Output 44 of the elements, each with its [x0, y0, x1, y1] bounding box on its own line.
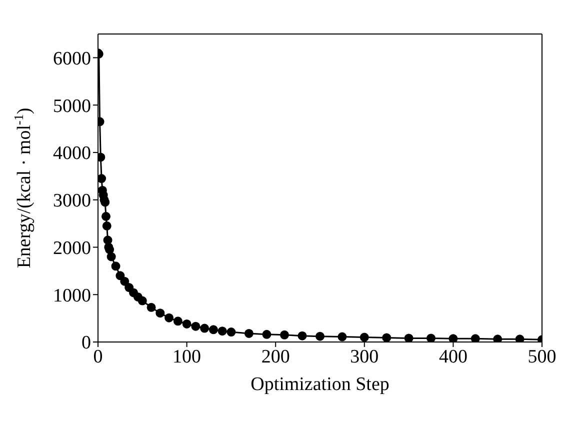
- y-tick-label: 1000: [53, 285, 91, 306]
- point: [244, 328, 254, 338]
- point: [404, 334, 414, 342]
- point: [448, 334, 458, 342]
- point: [200, 324, 210, 333]
- point: [262, 330, 272, 339]
- point: [138, 296, 147, 306]
- point: [182, 319, 192, 328]
- y-tick-label: 0: [82, 332, 91, 354]
- x-axis-title: Optimization Step: [250, 374, 390, 395]
- point: [102, 221, 112, 230]
- point: [316, 332, 324, 341]
- point: [106, 252, 116, 262]
- point: [298, 331, 307, 340]
- point: [280, 330, 289, 340]
- y-tick-label: 6000: [53, 48, 91, 70]
- y-tick-label: 2000: [53, 238, 91, 259]
- point: [382, 333, 392, 342]
- x-tick-label: 100: [172, 346, 202, 368]
- point: [470, 334, 480, 342]
- point: [338, 332, 347, 342]
- point: [226, 328, 236, 337]
- point: [515, 334, 524, 342]
- point: [101, 212, 110, 221]
- y-tick-label: 3000: [53, 190, 91, 212]
- point: [164, 313, 174, 322]
- x-tick-label: 500: [528, 346, 556, 368]
- x-tick-label: 400: [438, 346, 468, 368]
- point: [218, 326, 227, 336]
- point: [208, 325, 218, 334]
- y-tick-label: 4000: [53, 143, 91, 164]
- point: [426, 334, 436, 342]
- x-tick-label: 300: [350, 346, 379, 368]
- point: [360, 332, 369, 342]
- point: [111, 262, 120, 271]
- point: [146, 302, 156, 312]
- point: [120, 276, 130, 286]
- point: [173, 316, 182, 326]
- y-tick-label: 5000: [53, 96, 91, 117]
- point: [98, 174, 106, 184]
- x-tick-label: 200: [261, 346, 290, 368]
- point: [156, 308, 165, 318]
- point: [191, 322, 200, 331]
- point: [493, 334, 502, 342]
